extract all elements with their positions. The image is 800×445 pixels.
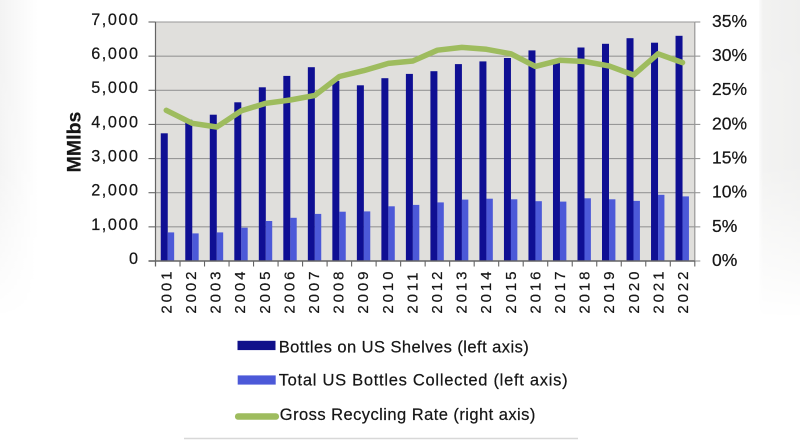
svg-text:2006: 2006 <box>281 269 298 314</box>
svg-text:2009: 2009 <box>355 269 372 314</box>
svg-text:0%: 0% <box>712 250 737 270</box>
svg-text:5%: 5% <box>712 216 737 236</box>
svg-text:2016: 2016 <box>527 269 544 314</box>
svg-text:2021: 2021 <box>650 269 667 314</box>
svg-text:2007: 2007 <box>306 269 323 314</box>
svg-text:3,000: 3,000 <box>91 147 139 165</box>
svg-text:2,000: 2,000 <box>91 182 139 200</box>
svg-text:10%: 10% <box>712 182 747 202</box>
svg-text:7,000: 7,000 <box>91 11 139 29</box>
svg-text:2003: 2003 <box>208 269 225 314</box>
svg-text:2022: 2022 <box>675 269 692 314</box>
svg-text:2018: 2018 <box>577 269 594 314</box>
svg-text:2020: 2020 <box>626 269 643 314</box>
svg-text:2013: 2013 <box>454 269 471 314</box>
svg-text:35%: 35% <box>712 11 747 31</box>
svg-text:MMlbs: MMlbs <box>64 112 86 173</box>
svg-text:2015: 2015 <box>503 269 520 314</box>
svg-text:2017: 2017 <box>552 269 569 314</box>
svg-text:2008: 2008 <box>331 269 348 314</box>
svg-text:20%: 20% <box>712 113 747 133</box>
svg-text:2001: 2001 <box>158 269 175 314</box>
svg-text:6,000: 6,000 <box>91 45 139 63</box>
svg-text:0: 0 <box>129 250 140 268</box>
svg-text:2005: 2005 <box>257 269 274 314</box>
svg-text:2019: 2019 <box>601 269 618 314</box>
svg-text:4,000: 4,000 <box>91 113 139 131</box>
svg-text:25%: 25% <box>712 79 747 99</box>
svg-text:2011: 2011 <box>404 270 421 314</box>
svg-text:15%: 15% <box>712 147 747 167</box>
svg-text:2010: 2010 <box>380 269 397 314</box>
svg-text:Gross Recycling Rate (right ax: Gross Recycling Rate (right axis) <box>280 406 536 424</box>
svg-text:Total US Bottles Collected (le: Total US Bottles Collected (left axis) <box>279 372 569 390</box>
svg-text:2004: 2004 <box>232 269 249 314</box>
svg-text:1,000: 1,000 <box>91 216 139 234</box>
svg-text:2012: 2012 <box>429 269 446 314</box>
svg-text:Bottles on US Shelves (left ax: Bottles on US Shelves (left axis) <box>279 339 530 357</box>
svg-text:5,000: 5,000 <box>91 79 139 97</box>
svg-text:30%: 30% <box>712 45 747 65</box>
svg-text:2014: 2014 <box>478 269 495 314</box>
svg-text:2002: 2002 <box>183 269 200 314</box>
